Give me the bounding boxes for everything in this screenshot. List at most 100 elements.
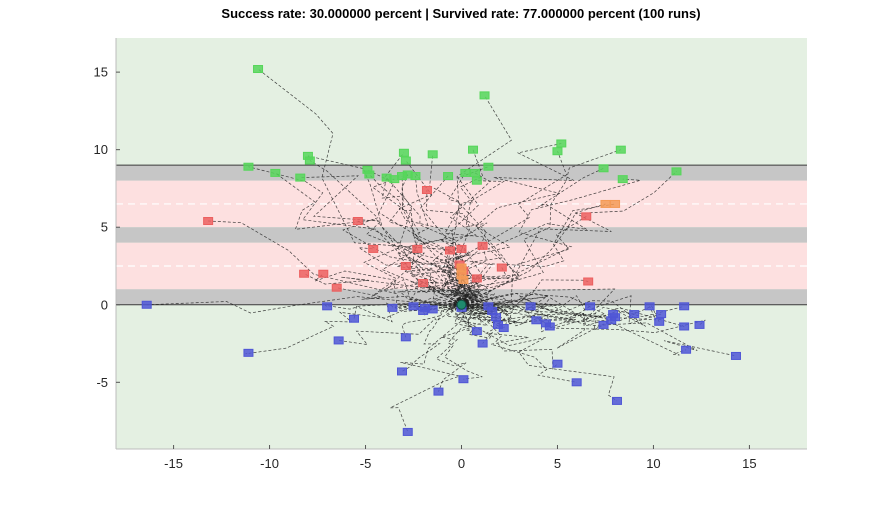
trajectory-path [461,304,687,356]
crashed-end-marker [299,269,310,278]
start-marker [456,299,467,310]
crashed-end-marker [368,244,379,253]
success-end-marker [270,168,281,177]
survived-end-marker [656,310,667,319]
trajectory-path [461,216,587,306]
trajectory-path [388,175,462,305]
trajectory-path [445,304,558,370]
survived-end-marker [694,320,705,329]
x-tick-label: 0 [458,456,465,471]
trajectory-path [461,295,685,327]
crashed-end-marker [412,244,423,253]
success-end-marker [398,148,409,157]
x-tick-label: -15 [164,456,183,471]
success-end-marker [615,145,626,154]
crashed-end-marker [444,246,455,255]
survived-end-marker [387,303,398,312]
success-end-marker [243,162,254,171]
success-end-marker [400,156,411,165]
success-end-marker [443,172,454,181]
survived-end-marker [408,302,419,311]
survived-end-marker [571,378,582,387]
trajectory-path [461,267,510,306]
trajectory-path [461,304,737,357]
success-end-marker [295,173,306,182]
survived-end-marker [433,387,444,396]
success-end-marker [468,145,479,154]
survived-end-marker [243,348,254,357]
y-tick-label: 5 [101,220,108,235]
trajectory-path [146,296,462,314]
trajectory-path [456,151,568,306]
crashed-end-marker [418,279,429,288]
y-tick-label: 15 [94,65,108,80]
trajectory-path [459,149,621,305]
trajectory-path [461,279,589,308]
survived-end-marker [644,302,655,311]
crashed-end-marker [203,217,214,226]
trajectory-path [439,250,469,306]
success-end-marker [556,139,567,148]
success-end-marker [396,172,407,181]
trajectory-path [455,245,487,306]
crashed-end-marker [496,263,507,272]
trajectory-path [461,178,641,305]
trajectory-path [300,175,462,305]
trajectory-path [461,304,612,323]
trajectory-path [369,174,467,306]
success-end-marker [304,156,315,165]
crashed-end-marker [318,269,329,278]
trajectory-path [314,270,462,305]
trajectory-path [336,287,470,311]
trajectory-path [401,303,462,372]
survived-end-marker [654,317,665,326]
trajectory-path [248,166,462,306]
trajectory-path [303,273,462,306]
success-end-marker [253,65,264,74]
success-end-marker [479,91,490,100]
trajectory-path [426,189,488,306]
trajectory-path [461,171,677,306]
crashed-end-marker [400,261,411,270]
survived-end-marker [349,314,360,323]
trajectory-path [275,172,478,305]
success-end-marker [427,150,438,159]
trajectory-path [442,248,472,305]
survived-end-marker [477,339,488,348]
survived-end-marker [402,427,413,436]
crashed-end-marker [456,244,467,253]
survived-end-marker [333,336,344,345]
survived-end-marker [141,300,152,309]
trajectory-path [448,143,575,305]
barrier-band [116,289,807,305]
survived-end-marker [585,302,596,311]
other-end-marker [456,263,467,272]
x-tick-label: -10 [260,456,279,471]
other-end-marker [610,199,621,208]
other-end-marker [458,275,469,284]
survived-end-marker [322,302,333,311]
x-tick-label: 15 [742,456,756,471]
start-point [456,299,467,310]
crashed-end-marker [477,241,488,250]
success-end-marker [469,168,480,177]
success-end-marker [483,162,494,171]
trajectory-path [445,95,512,305]
survived-end-marker [611,396,622,405]
y-tick-label: 10 [94,142,108,157]
trajectory-path [461,203,606,306]
survived-end-marker [679,302,690,311]
survived-end-marker [525,302,536,311]
survived-end-marker [610,313,621,322]
axes: -15 -10 -5 0 5 10 15 -5 0 5 10 15 [94,38,807,471]
trajectory-path [437,149,503,306]
survived-end-marker [629,310,640,319]
trajectory-path [461,294,614,317]
survived-end-marker [544,322,555,331]
trajectory-path [455,299,618,402]
survived-end-marker [427,305,438,314]
x-tick-label: -5 [360,456,372,471]
survived-end-marker [598,320,609,329]
survived-end-marker [498,324,509,333]
